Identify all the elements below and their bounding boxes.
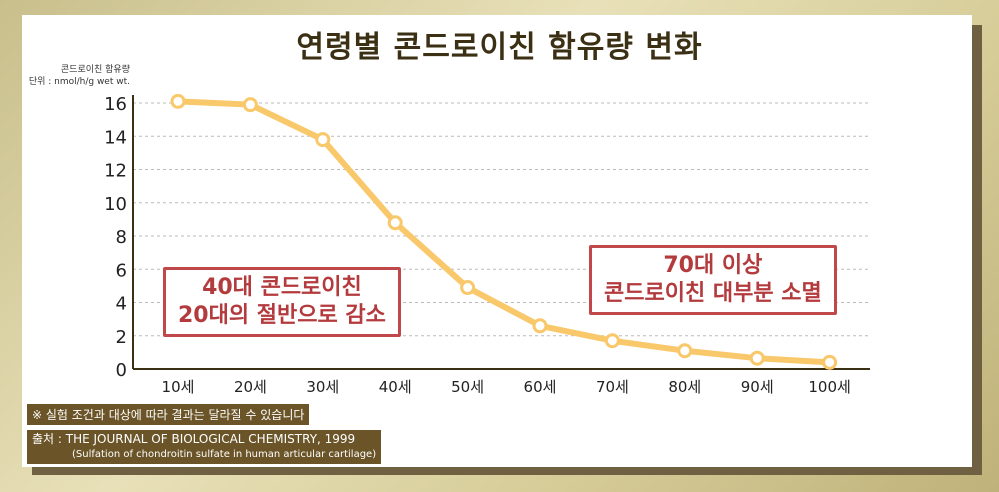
x-tick-label: 80세 [668,378,701,396]
data-point [387,215,403,231]
y-tick-label: 6 [116,260,127,281]
x-tick-label: 90세 [741,378,774,396]
data-point [822,354,838,370]
x-tick-label: 50세 [451,378,484,396]
y-tick-label: 4 [116,294,127,315]
chart-card [22,15,972,467]
data-point [749,350,765,366]
disclaimer-note: ※ 실험 조건과 대상에 따라 결과는 달라질 수 있습니다 [27,404,310,425]
x-tick-label: 20세 [234,378,267,396]
x-tick-label: 100세 [808,378,850,396]
annotation-line: 40대 콘드로이친 [202,275,362,300]
annotation-line: 70대 이상 [663,253,763,278]
data-point [170,93,186,109]
y-tick-label: 0 [116,360,127,381]
data-point [532,318,548,334]
y-tick-label: 10 [104,194,127,215]
chart-title: 연령별 콘드로이친 함유량 변화 [296,30,703,65]
data-point [460,280,476,296]
series-line [177,98,830,366]
data-point [677,343,693,359]
y-label: 콘드로이친 함유량 [60,65,130,75]
y-unit: 단위 : nmol/h/g wet wt. [28,77,130,87]
annotation-line: 콘드로이친 대부분 소멸 [604,281,822,306]
data-point [242,97,258,113]
y-tick-label: 2 [116,327,127,348]
data-point [315,132,331,148]
y-tick-label: 12 [104,161,127,182]
y-tick-label: 14 [104,127,127,148]
x-tick-label: 30세 [306,378,339,396]
source-subtitle: (Sulfation of chondroitin sulfate in hum… [72,449,377,460]
source-title: 출처 : THE JOURNAL OF BIOLOGICAL CHEMISTRY… [32,432,356,446]
x-tick-label: 40세 [379,378,412,396]
y-tick-label: 8 [116,227,127,248]
annotation-40s: 40대 콘드로이친 20대의 절반으로 감소 [163,267,401,337]
annotation-line: 20대의 절반으로 감소 [178,303,386,328]
y-tick-label: 16 [104,94,127,115]
data-point [604,333,620,349]
x-tick-label: 70세 [596,378,629,396]
source-note: 출처 : THE JOURNAL OF BIOLOGICAL CHEMISTRY… [27,430,382,464]
x-tick-label: 60세 [524,378,557,396]
x-tick-label: 10세 [162,378,195,396]
